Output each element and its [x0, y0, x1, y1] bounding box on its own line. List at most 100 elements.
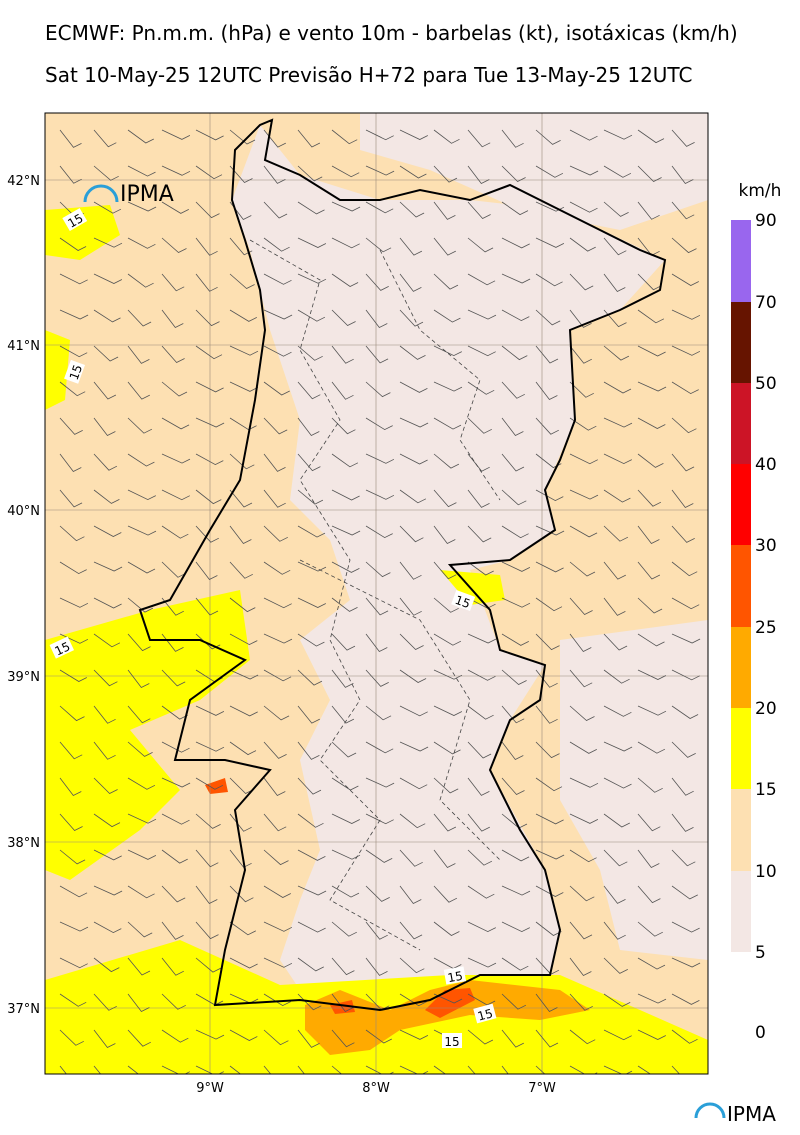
wind-barbs: [59, 129, 701, 1074]
wind-barb: [535, 885, 564, 897]
wind-barb: [671, 957, 701, 968]
contour-label-bg: [443, 966, 467, 985]
wind-barb: [671, 633, 701, 644]
wind-barb: [93, 381, 117, 400]
wind-barb: [127, 669, 150, 689]
wind-barb: [603, 1065, 633, 1074]
wind-barb: [365, 129, 394, 141]
wind-barb: [637, 201, 660, 220]
wind-barb: [59, 885, 88, 898]
wind-barb: [535, 165, 564, 178]
wind-barb: [229, 1029, 258, 1041]
wind-barb: [59, 561, 87, 575]
wind-barb: [535, 525, 565, 536]
wind-barb: [93, 273, 123, 284]
wind-barb: [331, 381, 354, 400]
wind-barb: [331, 417, 356, 435]
wind-barb: [603, 669, 630, 684]
wind-barb: [501, 669, 527, 685]
wind-barb: [195, 273, 218, 292]
wind-barb: [671, 381, 699, 395]
wind-barb: [195, 813, 221, 829]
colorbar-segment: [731, 545, 751, 627]
wind-barb: [637, 129, 665, 144]
wind-barb: [331, 237, 360, 249]
wind-barb: [59, 165, 82, 184]
wind-barb: [467, 273, 496, 286]
wind-barb: [467, 741, 492, 759]
wind-barb: [671, 885, 698, 900]
contour-label-bg: [49, 636, 75, 659]
wind-barb: [127, 273, 154, 288]
wind-barb: [535, 741, 560, 759]
wind-barb: [433, 309, 461, 323]
wind-barb: [637, 525, 660, 545]
lat-label: 38°N: [7, 836, 40, 851]
wind-barb: [297, 561, 327, 572]
footer-logo: IPMA: [694, 1102, 776, 1126]
wind-barb: [263, 417, 288, 435]
wind-barb: [161, 777, 191, 788]
lat-label: 39°N: [7, 670, 40, 685]
wind-barb: [195, 309, 220, 327]
wind-barb: [161, 921, 184, 940]
wind-barb: [263, 633, 293, 644]
wind-barb: [467, 165, 490, 185]
wind-barb: [433, 993, 463, 1004]
wind-barb: [671, 669, 700, 681]
wind-barb: [59, 345, 88, 358]
wind-barb: [331, 1029, 355, 1048]
gust-core: [205, 778, 475, 1018]
wind-barb: [535, 489, 564, 502]
wind-barb: [331, 993, 354, 1013]
wind-barb: [93, 201, 122, 214]
wind-barb: [127, 993, 150, 1013]
wind-barb: [569, 561, 596, 577]
wind-barb: [365, 597, 389, 616]
wind-barb: [535, 993, 558, 1013]
wind-barb: [331, 885, 360, 898]
wind-barb: [297, 417, 320, 437]
wind-barb: [365, 633, 388, 653]
contour-label: 15: [443, 966, 467, 985]
wind-barb: [433, 885, 458, 903]
wind-barb: [93, 525, 122, 537]
wind-barb: [603, 453, 632, 465]
wind-barb: [603, 705, 632, 717]
colorbar-segment: [731, 627, 751, 708]
wind-barb: [433, 849, 456, 869]
wind-barb: [195, 453, 224, 466]
wind-barb: [59, 453, 82, 473]
wind-barb: [263, 1065, 272, 1074]
wind-barb: [127, 597, 154, 613]
wind-barb: [93, 453, 118, 471]
colorbar-tick-label: 0: [755, 1023, 766, 1043]
wind-barb: [331, 597, 358, 612]
wind-barb: [501, 849, 530, 862]
wind-barb: [297, 165, 323, 182]
wind-barb: [59, 669, 87, 682]
wind-barb: [93, 849, 122, 861]
wind-barb: [127, 1029, 151, 1047]
wind-barb: [93, 561, 123, 572]
wind-barb: [297, 237, 327, 248]
wind-barb: [229, 525, 252, 545]
wind-barb: [433, 525, 456, 545]
wind-barb: [263, 777, 286, 797]
wind-barb: [229, 921, 257, 936]
colorbar-segment: [731, 302, 751, 383]
wind-barb: [263, 201, 288, 219]
wind-barb: [569, 957, 592, 977]
wind-barb: [535, 669, 558, 688]
wind-barb: [399, 597, 422, 616]
contour-label-bg: [473, 1003, 497, 1024]
wind-barb: [331, 633, 356, 651]
wind-barb: [365, 741, 394, 754]
wind-barb: [365, 273, 389, 291]
colorbar-tick-label: 20: [755, 699, 777, 719]
wind-barb: [637, 345, 666, 357]
wind-barb: [263, 705, 290, 721]
wind-barb: [365, 489, 395, 500]
contour-label: 15: [473, 1003, 497, 1024]
wind-barb: [671, 309, 701, 320]
